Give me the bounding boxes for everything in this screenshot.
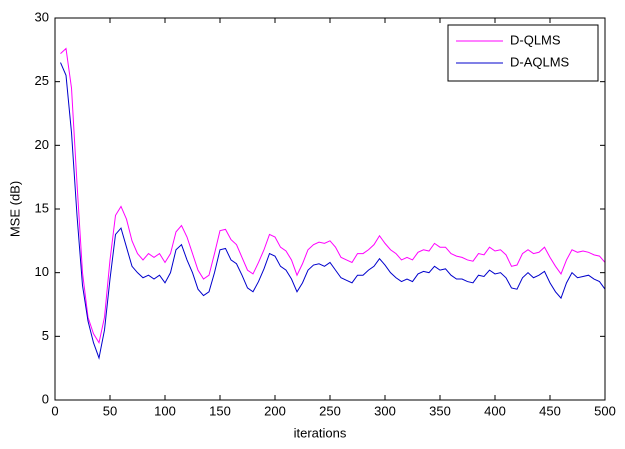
series-line: [60, 62, 606, 360]
legend-box: [447, 24, 599, 82]
x-tick-label: 500: [594, 403, 616, 418]
x-tick-label: 400: [484, 403, 506, 418]
x-tick-label: 350: [429, 403, 451, 418]
x-tick-label: 300: [374, 403, 396, 418]
series-line: [60, 47, 606, 345]
plot-frame: [54, 17, 606, 401]
x-tick-label: 100: [154, 403, 176, 418]
y-tick-label: 25: [35, 73, 49, 88]
x-tick-label: 0: [51, 403, 58, 418]
y-tick-label: 0: [42, 391, 49, 406]
y-tick-label: 10: [35, 264, 49, 279]
x-tick-label: 250: [319, 403, 341, 418]
legend-label: D-AQLMS: [510, 54, 570, 69]
y-tick-label: 20: [35, 137, 49, 152]
x-tick-label: 200: [264, 403, 286, 418]
y-tick-label: 15: [35, 200, 49, 215]
y-axis-label: MSE (dB): [7, 181, 22, 237]
y-tick-label: 5: [42, 328, 49, 343]
legend-label: D-QLMS: [510, 32, 561, 47]
x-axis-label: iterations: [294, 425, 347, 440]
x-tick-label: 150: [209, 403, 231, 418]
x-tick-label: 50: [103, 403, 117, 418]
y-tick-label: 30: [35, 9, 49, 24]
x-tick-label: 450: [539, 403, 561, 418]
